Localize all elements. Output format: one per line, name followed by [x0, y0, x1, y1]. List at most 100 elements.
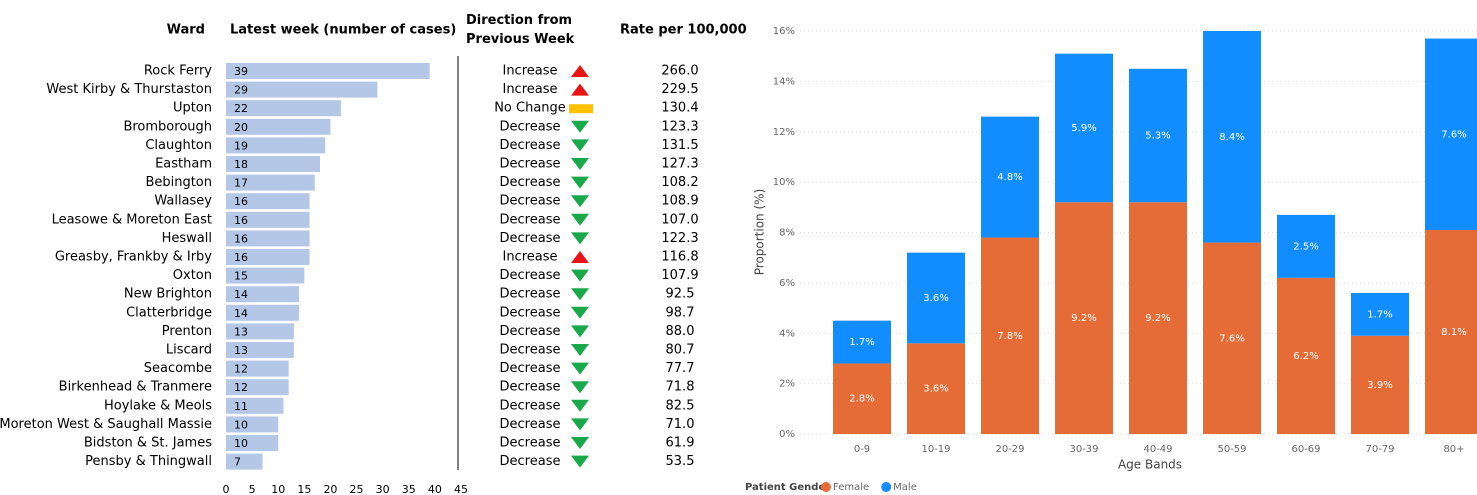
icon-decrease — [571, 325, 589, 338]
x-tick-label: 30-39 — [1069, 444, 1098, 455]
icon-decrease — [571, 120, 589, 133]
bar — [226, 342, 294, 358]
bar — [226, 323, 294, 340]
x-tick-label: 0-9 — [854, 444, 870, 455]
ward-label: Seacombe — [144, 361, 212, 376]
icon-no-change — [569, 104, 593, 114]
ward-label: Bromborough — [123, 119, 212, 134]
bar-label: 11 — [234, 400, 248, 413]
bar-segment — [833, 363, 891, 434]
value-label: 7.8% — [997, 331, 1022, 342]
legend-label: Female — [833, 482, 869, 493]
bar-label: 12 — [234, 363, 248, 376]
x-tick-label: 30 — [376, 483, 390, 495]
x-tick-label: 50-59 — [1217, 444, 1246, 455]
bar-label: 19 — [234, 139, 248, 152]
bar-segment — [1425, 229, 1477, 434]
rate: 80.7 — [666, 343, 695, 358]
bar — [226, 249, 310, 265]
rate: 229.5 — [661, 82, 698, 97]
y-axis-title: Proportion (%) — [753, 189, 767, 276]
ward-label: Pensby & Thingwall — [85, 454, 212, 469]
header: Rate per 100,000 — [620, 23, 747, 38]
x-tick-label: 25 — [350, 483, 364, 495]
rate: 130.4 — [661, 101, 698, 116]
legend-title: Patient Gender — [745, 482, 830, 493]
bar — [226, 156, 320, 172]
x-tick-label: 70-79 — [1365, 444, 1394, 455]
bar-segment — [1055, 202, 1113, 434]
bar-label: 16 — [234, 251, 248, 264]
value-label: 1.7% — [849, 337, 874, 348]
direction-label: No Change — [494, 101, 566, 116]
y-tick-label: 6% — [779, 278, 795, 289]
bar-label: 16 — [234, 232, 248, 245]
direction-label: Increase — [502, 250, 557, 265]
y-tick-label: 16% — [773, 26, 795, 37]
rate: 71.8 — [666, 380, 695, 395]
ward-label: Heswall — [162, 231, 212, 246]
direction-label: Decrease — [500, 305, 561, 320]
ward-label: Oxton — [173, 268, 212, 283]
bar-label: 7 — [234, 456, 241, 469]
bar-segment — [981, 237, 1039, 434]
direction-label: Decrease — [500, 398, 561, 413]
rate: 98.7 — [666, 305, 695, 320]
ward-label: Bidston & St. James — [84, 436, 212, 451]
x-tick-label: 10 — [271, 483, 285, 495]
ward-label: West Kirby & Thurstaston — [46, 82, 212, 97]
rate: 61.9 — [666, 436, 695, 451]
icon-decrease — [571, 195, 589, 208]
icon-decrease — [571, 455, 589, 468]
direction-label: Decrease — [500, 268, 561, 283]
bar-label: 20 — [234, 121, 248, 134]
icon-decrease — [571, 306, 589, 319]
direction-label: Decrease — [500, 138, 561, 153]
bar-label: 39 — [234, 65, 248, 78]
value-label: 3.9% — [1367, 380, 1392, 391]
rate: 108.9 — [661, 194, 698, 209]
x-tick-label: 45 — [454, 483, 468, 495]
value-label: 9.2% — [1071, 313, 1096, 324]
y-tick-label: 14% — [773, 76, 795, 87]
bar-label: 15 — [234, 270, 248, 283]
direction-label: Decrease — [500, 157, 561, 172]
bar-label: 10 — [234, 437, 248, 450]
ward-label: Bebington — [145, 175, 212, 190]
x-tick-label: 40 — [428, 483, 442, 495]
ward-label: Moreton West & Saughall Massie — [0, 417, 212, 432]
y-tick-label: 4% — [779, 328, 795, 339]
x-tick-label: 10-19 — [921, 444, 950, 455]
value-label: 3.6% — [923, 293, 948, 304]
bar-segment — [1351, 335, 1409, 434]
bar — [226, 453, 263, 470]
bar — [226, 379, 289, 396]
direction-label: Increase — [502, 64, 557, 79]
icon-decrease — [571, 344, 589, 356]
bar — [226, 230, 310, 247]
bar-segment — [907, 343, 965, 434]
rate: 266.0 — [661, 64, 698, 79]
value-label: 2.5% — [1293, 241, 1318, 252]
direction-label: Decrease — [500, 454, 561, 469]
direction-label: Decrease — [500, 119, 561, 134]
bar — [226, 397, 284, 414]
bar — [226, 286, 300, 303]
icon-decrease — [571, 269, 589, 282]
icon-decrease — [571, 232, 589, 245]
x-tick-label: 80+ — [1443, 444, 1464, 455]
y-tick-label: 10% — [773, 177, 795, 188]
rate: 88.0 — [666, 324, 695, 339]
x-tick-label: 60-69 — [1291, 444, 1320, 455]
icon-decrease — [571, 158, 589, 170]
header: Ward — [167, 23, 205, 38]
y-tick-label: 2% — [779, 379, 795, 390]
legend-swatch — [821, 482, 831, 492]
bar-segment — [1129, 68, 1187, 203]
bar-segment — [1425, 38, 1477, 230]
bar-segment — [981, 116, 1039, 238]
bar-segment — [1277, 277, 1335, 434]
direction-label: Decrease — [500, 417, 561, 432]
rate: 92.5 — [666, 287, 695, 302]
rate: 77.7 — [666, 361, 695, 376]
